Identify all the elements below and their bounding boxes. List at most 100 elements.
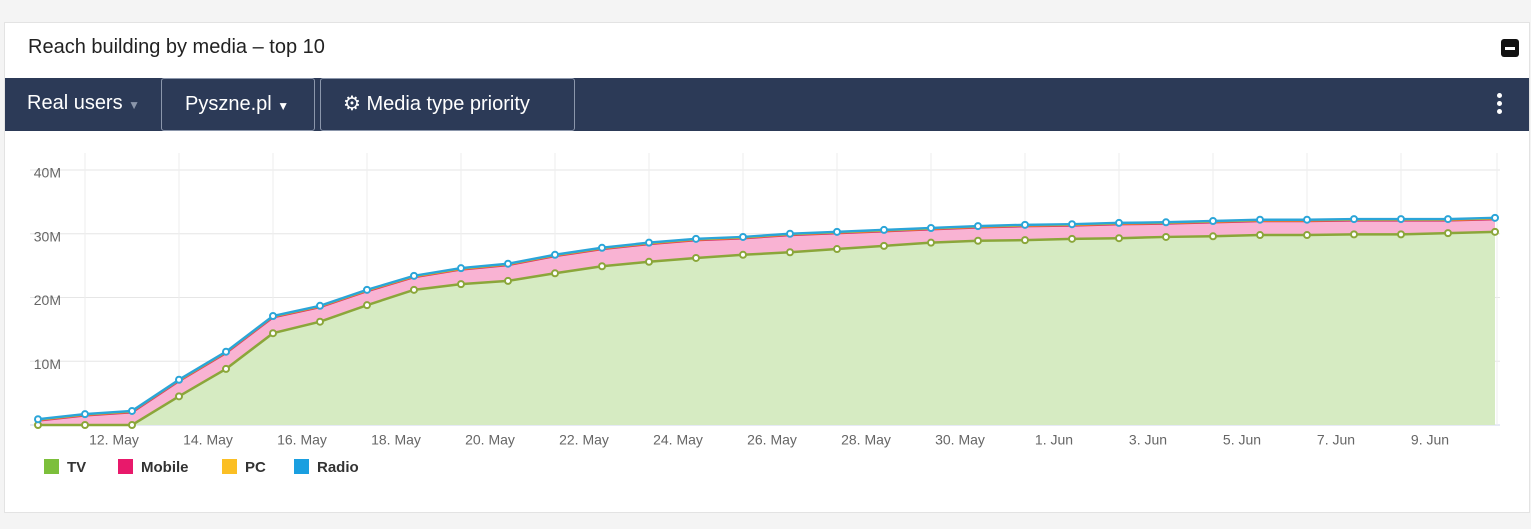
point-marker — [457, 280, 465, 289]
point-marker — [1162, 218, 1170, 227]
point-marker — [1303, 215, 1311, 224]
point-marker — [551, 269, 559, 278]
point-marker — [1021, 236, 1029, 245]
point-marker — [786, 229, 794, 238]
point-marker — [1303, 231, 1311, 240]
point-marker — [410, 285, 418, 294]
point-marker — [1397, 215, 1405, 224]
area — [38, 231, 1495, 425]
point-marker — [457, 264, 465, 273]
point-marker — [645, 257, 653, 266]
y-tick-label: 10M — [34, 356, 61, 372]
point-marker — [363, 285, 371, 294]
point-marker — [833, 227, 841, 236]
point-marker — [739, 232, 747, 241]
point-marker — [269, 311, 277, 320]
legend-label: TV — [67, 459, 86, 476]
line — [38, 230, 1496, 427]
legend-label: Radio — [317, 459, 359, 476]
point-marker — [1397, 230, 1405, 239]
point-marker — [175, 375, 183, 384]
x-tick-label: 16. May — [277, 432, 327, 448]
point-marker — [927, 224, 935, 233]
point-marker — [128, 406, 136, 415]
audience-dropdown[interactable]: Real users ▼ — [27, 92, 141, 114]
legend-swatch — [294, 459, 309, 474]
point-marker — [1256, 231, 1264, 240]
point-marker — [1068, 220, 1076, 229]
point-marker — [551, 250, 559, 259]
x-tick-label: 1. Jun — [1035, 432, 1073, 448]
point-marker — [598, 262, 606, 271]
brand-dropdown[interactable]: Pyszne.pl ▼ — [161, 78, 315, 131]
x-tick-label: 30. May — [935, 432, 985, 448]
point-marker — [222, 364, 230, 373]
x-tick-label: 5. Jun — [1223, 432, 1261, 448]
x-tick-label: 7. Jun — [1317, 432, 1355, 448]
point-marker — [1350, 230, 1358, 239]
legend-label: Mobile — [141, 459, 189, 476]
widget-title: Reach building by media – top 10 — [28, 36, 325, 58]
point-marker — [692, 234, 700, 243]
toolbar: Real users ▼ Pyszne.pl ▼ ⚙ Media type pr… — [5, 78, 1529, 131]
point-marker — [1162, 232, 1170, 241]
x-tick-label: 12. May — [89, 432, 139, 448]
minimize-button[interactable] — [1501, 39, 1519, 57]
point-marker — [1491, 227, 1499, 236]
y-tick-label: 40M — [34, 165, 61, 181]
x-tick-label: 22. May — [559, 432, 609, 448]
point-marker — [504, 276, 512, 285]
point-marker — [833, 245, 841, 254]
point-marker — [927, 238, 935, 247]
point-marker — [1021, 220, 1029, 229]
y-tick-label: 30M — [34, 228, 61, 244]
point-marker — [128, 421, 136, 429]
point-marker — [739, 250, 747, 259]
point-marker — [692, 253, 700, 262]
point-marker — [1444, 215, 1452, 224]
point-marker — [410, 271, 418, 280]
point-marker — [880, 241, 888, 250]
legend-swatch — [118, 459, 133, 474]
point-marker — [974, 222, 982, 231]
point-marker — [1209, 217, 1217, 225]
point-marker — [880, 225, 888, 234]
point-marker — [974, 236, 982, 245]
point-marker — [269, 329, 277, 338]
point-marker — [1068, 234, 1076, 243]
point-marker — [504, 259, 512, 268]
point-marker — [316, 301, 324, 310]
point-marker — [786, 248, 794, 257]
settings-label: Media type priority — [366, 93, 530, 115]
point-marker — [363, 301, 371, 310]
point-marker — [1256, 215, 1264, 224]
settings-button[interactable]: ⚙ Media type priority — [320, 78, 575, 131]
legend-label: PC — [245, 459, 266, 476]
point-marker — [1115, 218, 1123, 227]
point-marker — [81, 410, 89, 419]
legend-swatch — [44, 459, 59, 474]
x-tick-label: 24. May — [653, 432, 703, 448]
x-tick-label: 14. May — [183, 432, 233, 448]
point-marker — [1350, 215, 1358, 224]
audience-label: Real users — [27, 92, 123, 114]
point-marker — [34, 415, 42, 424]
point-marker — [316, 317, 324, 326]
point-marker — [1444, 229, 1452, 238]
point-marker — [1209, 232, 1217, 241]
legend-swatch — [222, 459, 237, 474]
x-tick-label: 18. May — [371, 432, 421, 448]
brand-label: Pyszne.pl — [185, 93, 272, 115]
point-marker — [81, 421, 89, 429]
point-marker — [1115, 234, 1123, 243]
y-tick-label: 20M — [34, 292, 61, 308]
more-menu[interactable] — [1497, 93, 1503, 117]
x-tick-label: 26. May — [747, 432, 797, 448]
x-tick-label: 9. Jun — [1411, 432, 1449, 448]
x-tick-label: 3. Jun — [1129, 432, 1167, 448]
x-tick-label: 20. May — [465, 432, 515, 448]
point-marker — [1491, 213, 1499, 222]
point-marker — [645, 238, 653, 247]
